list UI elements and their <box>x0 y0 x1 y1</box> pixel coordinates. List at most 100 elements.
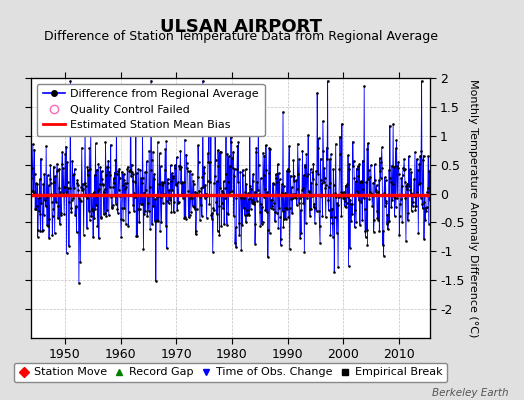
Point <box>137 175 145 181</box>
Point <box>234 139 243 146</box>
Point <box>242 181 250 188</box>
Point <box>197 185 205 192</box>
Point <box>86 127 95 134</box>
Point <box>281 204 289 211</box>
Point <box>84 171 92 178</box>
Text: Difference of Station Temperature Data from Regional Average: Difference of Station Temperature Data f… <box>44 30 438 43</box>
Point <box>341 198 350 205</box>
Point <box>82 194 91 201</box>
Point <box>267 197 275 203</box>
Point <box>356 222 364 228</box>
Point <box>93 166 101 173</box>
Point <box>225 191 234 198</box>
Point <box>64 185 73 192</box>
Point <box>269 206 277 212</box>
Point <box>180 215 189 221</box>
Point <box>286 205 294 211</box>
Point <box>123 180 131 186</box>
Point <box>315 223 324 230</box>
Point <box>403 180 411 187</box>
Point <box>347 218 356 224</box>
Point <box>187 192 195 199</box>
Point <box>306 213 314 220</box>
Point <box>212 211 221 217</box>
Point <box>335 194 343 200</box>
Point <box>241 212 249 218</box>
Point <box>360 83 368 89</box>
Point <box>332 230 341 236</box>
Point <box>290 177 298 184</box>
Point <box>42 194 51 200</box>
Point <box>114 209 122 216</box>
Point <box>371 177 379 184</box>
Point <box>137 180 146 187</box>
Point <box>215 232 224 238</box>
Point <box>309 160 318 167</box>
Point <box>91 140 100 147</box>
Point <box>342 182 350 189</box>
Point <box>294 171 302 177</box>
Point <box>246 206 255 212</box>
Point <box>310 200 319 207</box>
Point <box>70 185 79 191</box>
Point <box>272 210 281 216</box>
Point <box>373 215 381 221</box>
Point <box>179 194 187 201</box>
Point <box>337 120 346 127</box>
Point <box>271 218 279 224</box>
Point <box>275 170 283 176</box>
Point <box>95 235 103 242</box>
Point <box>347 201 355 207</box>
Point <box>332 141 340 147</box>
Point <box>260 194 268 200</box>
Point <box>202 214 211 221</box>
Point <box>379 228 387 234</box>
Point <box>353 166 361 172</box>
Point <box>53 161 61 167</box>
Point <box>256 223 265 230</box>
Point <box>173 179 182 186</box>
Point <box>236 168 245 175</box>
Point <box>136 200 145 207</box>
Point <box>215 203 223 210</box>
Point <box>78 186 86 193</box>
Point <box>274 225 282 231</box>
Point <box>60 184 69 190</box>
Point <box>234 179 242 185</box>
Point <box>191 231 200 238</box>
Point <box>150 176 158 182</box>
Point <box>291 194 300 200</box>
Point <box>169 172 177 179</box>
Point <box>357 178 365 184</box>
Point <box>65 199 73 206</box>
Point <box>213 178 221 184</box>
Point <box>104 157 113 164</box>
Point <box>378 144 386 150</box>
Point <box>245 212 254 218</box>
Point <box>354 163 362 169</box>
Point <box>299 200 308 206</box>
Point <box>280 216 289 222</box>
Point <box>35 195 43 202</box>
Point <box>173 206 181 213</box>
Point <box>414 230 422 236</box>
Point <box>52 199 60 206</box>
Point <box>365 167 373 173</box>
Point <box>317 176 325 183</box>
Point <box>342 200 351 206</box>
Point <box>395 171 403 178</box>
Point <box>243 212 252 218</box>
Point <box>180 179 188 185</box>
Point <box>401 195 410 202</box>
Point <box>31 180 40 187</box>
Point <box>416 179 424 186</box>
Point <box>203 178 212 184</box>
Point <box>367 162 375 169</box>
Point <box>69 172 77 178</box>
Point <box>422 208 431 214</box>
Point <box>216 148 225 155</box>
Point <box>121 186 129 192</box>
Point <box>60 184 68 190</box>
Point <box>110 180 118 187</box>
Point <box>383 212 391 218</box>
